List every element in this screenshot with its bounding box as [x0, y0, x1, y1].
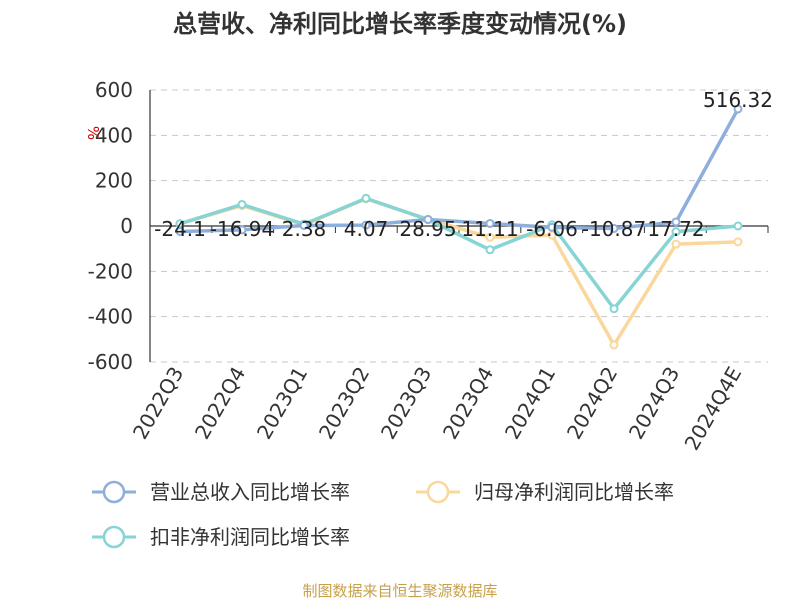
x-tick-label: 2024Q4E: [680, 363, 747, 455]
x-tick-label: 2023Q4: [438, 363, 498, 444]
series-line: [179, 196, 739, 311]
legend-label: 扣非净利润同比增长率: [150, 525, 350, 549]
data-point: [733, 237, 743, 247]
data-point: [671, 239, 681, 249]
series-lines: [175, 104, 743, 350]
data-label: -24.1: [154, 217, 206, 241]
data-point: [175, 226, 185, 236]
data-label: -16.94: [210, 217, 274, 241]
data-label: -10.87: [582, 217, 646, 241]
data-label: 2.38: [282, 217, 327, 241]
x-tick-label: 2023Q3: [376, 363, 436, 444]
y-tick-label: -600: [88, 350, 133, 374]
y-tick-labels: 600 400 200 0 -200 -400 -600: [88, 78, 133, 374]
y-tick-label: 400: [95, 123, 133, 147]
data-point: [609, 223, 619, 233]
y-tick-label: -400: [88, 305, 133, 329]
legend-marker: [426, 480, 450, 504]
chart-title: 总营收、净利同比增长率季度变动情况(%): [173, 10, 627, 38]
x-tick-label: 2022Q4: [190, 363, 250, 444]
data-label: -6.06: [526, 217, 578, 241]
y-tick-label: -200: [88, 259, 133, 283]
x-tick-label: 2022Q3: [128, 363, 188, 444]
data-point: [485, 245, 495, 255]
y-tick-label: 200: [95, 169, 133, 193]
x-tick-label: 2024Q2: [562, 363, 622, 444]
legend-marker: [102, 525, 126, 549]
data-labels: -24.1 -16.94 2.38 4.07 28.95 11.11 -6.06 -10.87…: [154, 88, 773, 241]
source-note: 制图数据来自恒生聚源数据库: [302, 582, 497, 600]
data-point: [485, 218, 495, 228]
data-point: [485, 232, 495, 242]
data-point: [733, 221, 743, 231]
x-tick-label: 2023Q2: [314, 363, 374, 444]
data-label: 4.07: [344, 217, 389, 241]
data-point: [609, 304, 619, 314]
data-point: [547, 222, 557, 232]
legend-label: 归母净利润同比增长率: [474, 480, 674, 504]
series-line: [179, 108, 740, 234]
x-tick-labels: 2022Q3 2022Q4 2023Q1 2023Q2 2023Q3 2023Q4 2024…: [128, 363, 746, 455]
y-axis-label: %: [84, 126, 102, 140]
data-point: [671, 217, 681, 227]
data-point: [237, 225, 247, 235]
data-label: 17.72: [647, 217, 704, 241]
data-point: [361, 193, 371, 203]
y-tick-label: 0: [120, 214, 133, 238]
legend-marker: [102, 480, 126, 504]
data-point: [609, 340, 619, 350]
data-point: [237, 199, 247, 209]
x-tick-label: 2024Q1: [500, 363, 560, 444]
legend-label: 营业总收入同比增长率: [150, 480, 350, 504]
data-label: 516.32: [703, 88, 773, 112]
y-tick-label: 600: [95, 78, 133, 102]
data-point: [733, 104, 743, 114]
x-tick-label: 2024Q3: [624, 363, 684, 444]
data-point: [423, 214, 433, 224]
data-label: 11.11: [461, 217, 518, 241]
data-point: [299, 220, 309, 230]
x-tick-label: 2023Q1: [252, 363, 312, 444]
data-label: 28.95: [399, 217, 456, 241]
data-point: [361, 220, 371, 230]
data-point: [671, 227, 681, 237]
